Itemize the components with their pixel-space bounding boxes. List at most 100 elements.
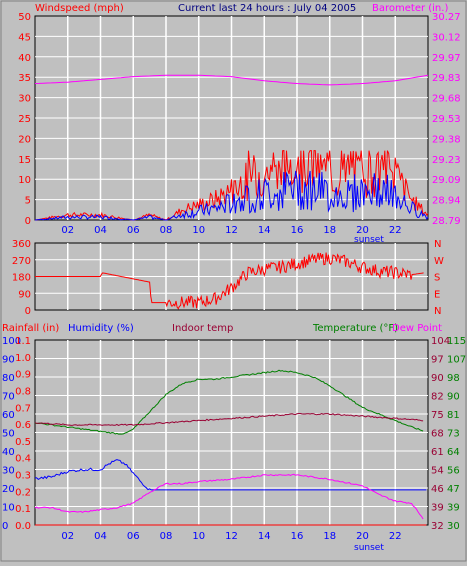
rainfall-axis-title: Rainfall (in)	[2, 323, 59, 334]
rainfall-tick-label: 1.0	[15, 353, 31, 364]
temperature-tick-label: 30	[447, 521, 460, 532]
windspeed-tick-label: 50	[18, 12, 31, 23]
temperature-tick-label: 73	[447, 429, 460, 440]
rainfall-tick-label: 0.0	[15, 521, 31, 532]
direction-tick-label: 0	[25, 306, 31, 317]
indoor-tick-label: 68	[431, 429, 444, 440]
humidity-tick-label: 60	[2, 410, 15, 421]
compass-tick-label: S	[434, 273, 440, 284]
temperature-tick-label: 107	[447, 355, 466, 366]
x-tick-label-bottom: 12	[225, 531, 238, 542]
sunset-label-bottom: sunset	[354, 543, 384, 553]
windspeed-axis-title: Windspeed (mph)	[35, 3, 124, 14]
windspeed-avg-line	[34, 170, 429, 221]
humidity-tick-label: 0	[2, 521, 8, 532]
windspeed-tick-label: 0	[25, 216, 31, 227]
indoor-temp-line	[34, 412, 424, 426]
barometer-line	[34, 74, 429, 86]
x-tick-label-bottom: 22	[389, 531, 402, 542]
x-tick-label-top: 18	[323, 225, 336, 236]
rainfall-tick-label: 0.6	[15, 420, 31, 431]
barometer-tick-label: 29.53	[432, 114, 461, 125]
rainfall-tick-label: 0.7	[15, 403, 31, 414]
barometer-tick-label: 28.79	[432, 216, 461, 227]
humidity-tick-label: 20	[2, 484, 15, 495]
x-tick-label-top: 08	[160, 225, 173, 236]
x-tick-label-bottom: 08	[160, 531, 173, 542]
temperature-tick-label: 64	[447, 447, 460, 458]
indoor-tick-label: 97	[431, 355, 444, 366]
compass-tick-label: N	[434, 306, 441, 317]
x-tick-label-top: 20	[356, 225, 369, 236]
rainfall-tick-label: 0.4	[15, 454, 31, 465]
temperature-tick-label: 98	[447, 373, 460, 384]
barometer-tick-label: 29.97	[432, 53, 461, 64]
tick-labels: 0202040406060808101012121414161618182020…	[2, 12, 466, 542]
compass-tick-label: W	[434, 256, 444, 267]
temperature-tick-label: 115	[447, 336, 466, 347]
series-layer	[34, 74, 429, 526]
x-tick-label-top: 16	[291, 225, 304, 236]
x-tick-label-top: 06	[127, 225, 140, 236]
barometer-tick-label: 29.83	[432, 73, 461, 84]
indoor-tick-label: 104	[431, 336, 450, 347]
compass-tick-label: N	[434, 239, 441, 250]
rainfall-tick-label: 0.8	[15, 386, 31, 397]
barometer-tick-label: 30.27	[432, 12, 461, 23]
rainfall-tick-label: 0.1	[15, 504, 31, 515]
windspeed-tick-label: 5	[25, 196, 31, 207]
indoor-tick-label: 32	[431, 521, 444, 532]
sunset-label-top: sunset	[354, 235, 384, 245]
barometer-tick-label: 29.38	[432, 134, 461, 145]
indoor-tick-label: 61	[431, 447, 444, 458]
barometer-tick-label: 30.12	[432, 32, 461, 43]
temperature-tick-label: 47	[447, 484, 460, 495]
x-tick-label-top: 04	[94, 225, 107, 236]
indoor-tick-label: 54	[431, 466, 444, 477]
humidity-tick-label: 70	[2, 392, 15, 403]
humidity-tick-label: 40	[2, 447, 15, 458]
barometer-tick-label: 28.94	[432, 196, 461, 207]
windspeed-tick-label: 40	[18, 53, 31, 64]
indoor-tick-label: 46	[431, 484, 444, 495]
x-tick-label-bottom: 06	[127, 531, 140, 542]
x-tick-label-bottom: 04	[94, 531, 107, 542]
indoor-tick-label: 39	[431, 503, 444, 514]
rainfall-tick-label: 0.9	[15, 370, 31, 381]
rainfall-tick-label: 0.3	[15, 471, 31, 482]
compass-tick-label: E	[434, 289, 440, 300]
temperature-line	[34, 369, 424, 435]
windspeed-tick-label: 15	[18, 155, 31, 166]
x-tick-label-bottom: 02	[61, 531, 74, 542]
windspeed-tick-label: 35	[18, 73, 31, 84]
temperature-axis-title: Temperature (°F)	[312, 323, 398, 334]
dewpoint-line	[34, 473, 424, 520]
direction-tick-label: 270	[12, 256, 31, 267]
x-tick-label-top: 02	[61, 225, 74, 236]
wind-direction-line	[35, 252, 424, 310]
x-tick-label-bottom: 20	[356, 531, 369, 542]
chart-title: Current last 24 hours : July 04 2005	[178, 3, 356, 14]
x-tick-label-top: 14	[258, 225, 271, 236]
x-tick-label-top: 22	[389, 225, 402, 236]
x-tick-label-top: 10	[192, 225, 205, 236]
indoor-tick-label: 75	[431, 410, 444, 421]
indoor-tick-label: 90	[431, 373, 444, 384]
humidity-tick-label: 80	[2, 373, 15, 384]
temperature-tick-label: 81	[447, 410, 460, 421]
rainfall-tick-label: 0.5	[15, 437, 31, 448]
x-tick-label-bottom: 16	[291, 531, 304, 542]
humidity-tick-label: 50	[2, 429, 15, 440]
humidity-tick-label: 30	[2, 466, 15, 477]
humidity-line	[34, 459, 427, 491]
direction-tick-label: 360	[12, 239, 31, 250]
temperature-tick-label: 90	[447, 392, 460, 403]
x-tick-label-bottom: 14	[258, 531, 271, 542]
x-tick-label-bottom: 18	[323, 531, 336, 542]
humidity-tick-label: 10	[2, 503, 15, 514]
barometer-axis-title: Barometer (in.)	[372, 3, 448, 14]
x-tick-label-top: 12	[225, 225, 238, 236]
windspeed-tick-label: 10	[18, 175, 31, 186]
indoor-temp-axis-title: Indoor temp	[172, 323, 233, 334]
